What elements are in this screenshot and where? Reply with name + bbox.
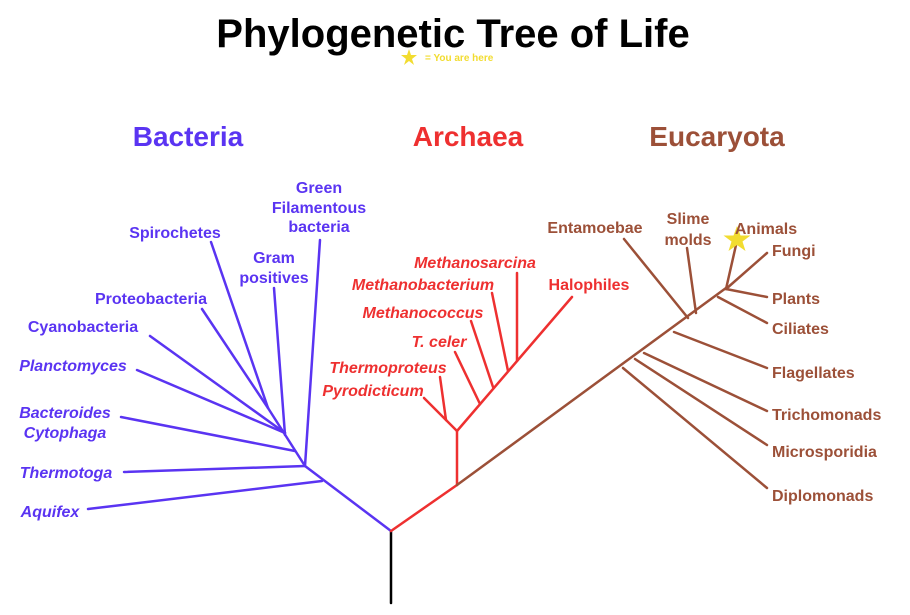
taxon-label: Fungi <box>772 243 816 260</box>
archaea-branch <box>438 375 448 422</box>
bacteria-branch <box>303 238 322 468</box>
archaea-branch <box>490 291 510 373</box>
bacteria-branch <box>200 307 270 410</box>
taxon-label: Slime <box>667 211 710 228</box>
star-icon <box>401 49 417 65</box>
bacteria-branch <box>86 479 324 511</box>
eucaryota-branch <box>716 295 769 325</box>
taxon-label: Spirochetes <box>129 225 221 242</box>
taxon-label: Methanococcus <box>363 305 484 322</box>
taxon-label: Aquifex <box>20 504 81 521</box>
eucaryota-branch <box>724 287 769 299</box>
bacteria-branch <box>148 334 287 435</box>
archaea-branch <box>444 418 459 433</box>
taxon-label: Halophiles <box>549 277 630 294</box>
taxon-label: Planctomyces <box>19 358 127 375</box>
taxon-label: Flagellates <box>772 365 855 382</box>
taxon-label: Methanosarcina <box>414 255 536 272</box>
taxon-label: Thermoproteus <box>329 360 446 377</box>
taxon-label: Filamentous <box>272 200 366 217</box>
archaea-branch <box>455 295 574 433</box>
taxon-label: positives <box>239 270 308 287</box>
bacteria-branch <box>122 464 307 474</box>
eucaryota-branch <box>633 357 769 447</box>
taxon-label: Methanobacterium <box>352 277 494 294</box>
taxon-label: Cyanobacteria <box>28 319 138 336</box>
taxon-label: Ciliates <box>772 321 829 338</box>
eucaryota-branch <box>622 237 690 320</box>
taxon-label: Cytophaga <box>24 425 107 442</box>
taxon-label: Animals <box>735 221 797 238</box>
taxon-label: bacteria <box>288 219 349 236</box>
eucaryota-branch <box>642 351 769 413</box>
taxon-label: Pyrodicticum <box>322 383 423 400</box>
tree-branches <box>86 237 769 605</box>
taxon-label: Bacteroides <box>19 405 111 422</box>
taxon-label: Proteobacteria <box>95 291 207 308</box>
bacteria-branch <box>272 286 287 437</box>
eucaryota-branch <box>724 251 769 291</box>
taxon-label: molds <box>664 232 711 249</box>
archaea-branch <box>422 396 448 422</box>
taxon-label: Plants <box>772 291 820 308</box>
archaea-branch <box>453 350 482 406</box>
bacteria-branch <box>209 240 270 410</box>
taxon-label: Entamoebae <box>547 220 642 237</box>
header-bacteria: Bacteria <box>133 121 244 152</box>
bacteria-branch <box>266 406 307 468</box>
taxon-label: Thermotoga <box>20 465 113 482</box>
you-are-here-star-icon <box>723 226 751 251</box>
taxon-label: T. celer <box>412 334 468 351</box>
eucaryota-branch <box>685 246 698 315</box>
header-eucaryota: Eucaryota <box>649 121 785 152</box>
archaea-branch <box>469 319 495 389</box>
eucaryota-branch <box>455 286 728 487</box>
diagram-title: Phylogenetic Tree of Life <box>216 12 689 56</box>
header-archaea: Archaea <box>413 121 524 152</box>
taxon-label: Green <box>296 180 342 197</box>
bacteria-branch <box>119 415 297 453</box>
bacteria-branch <box>303 464 393 533</box>
eucaryota-branch <box>621 366 769 490</box>
taxon-label: Diplomonads <box>772 488 873 505</box>
eucaryota-branch <box>724 243 738 291</box>
legend-text: = You are here <box>425 53 494 64</box>
taxon-label: Microsporidia <box>772 444 877 461</box>
bacteria-branch <box>135 368 287 435</box>
taxon-label: Gram <box>253 250 295 267</box>
eucaryota-branch <box>672 330 769 370</box>
taxon-label: Trichomonads <box>772 407 881 424</box>
archaea-branch <box>389 483 459 533</box>
